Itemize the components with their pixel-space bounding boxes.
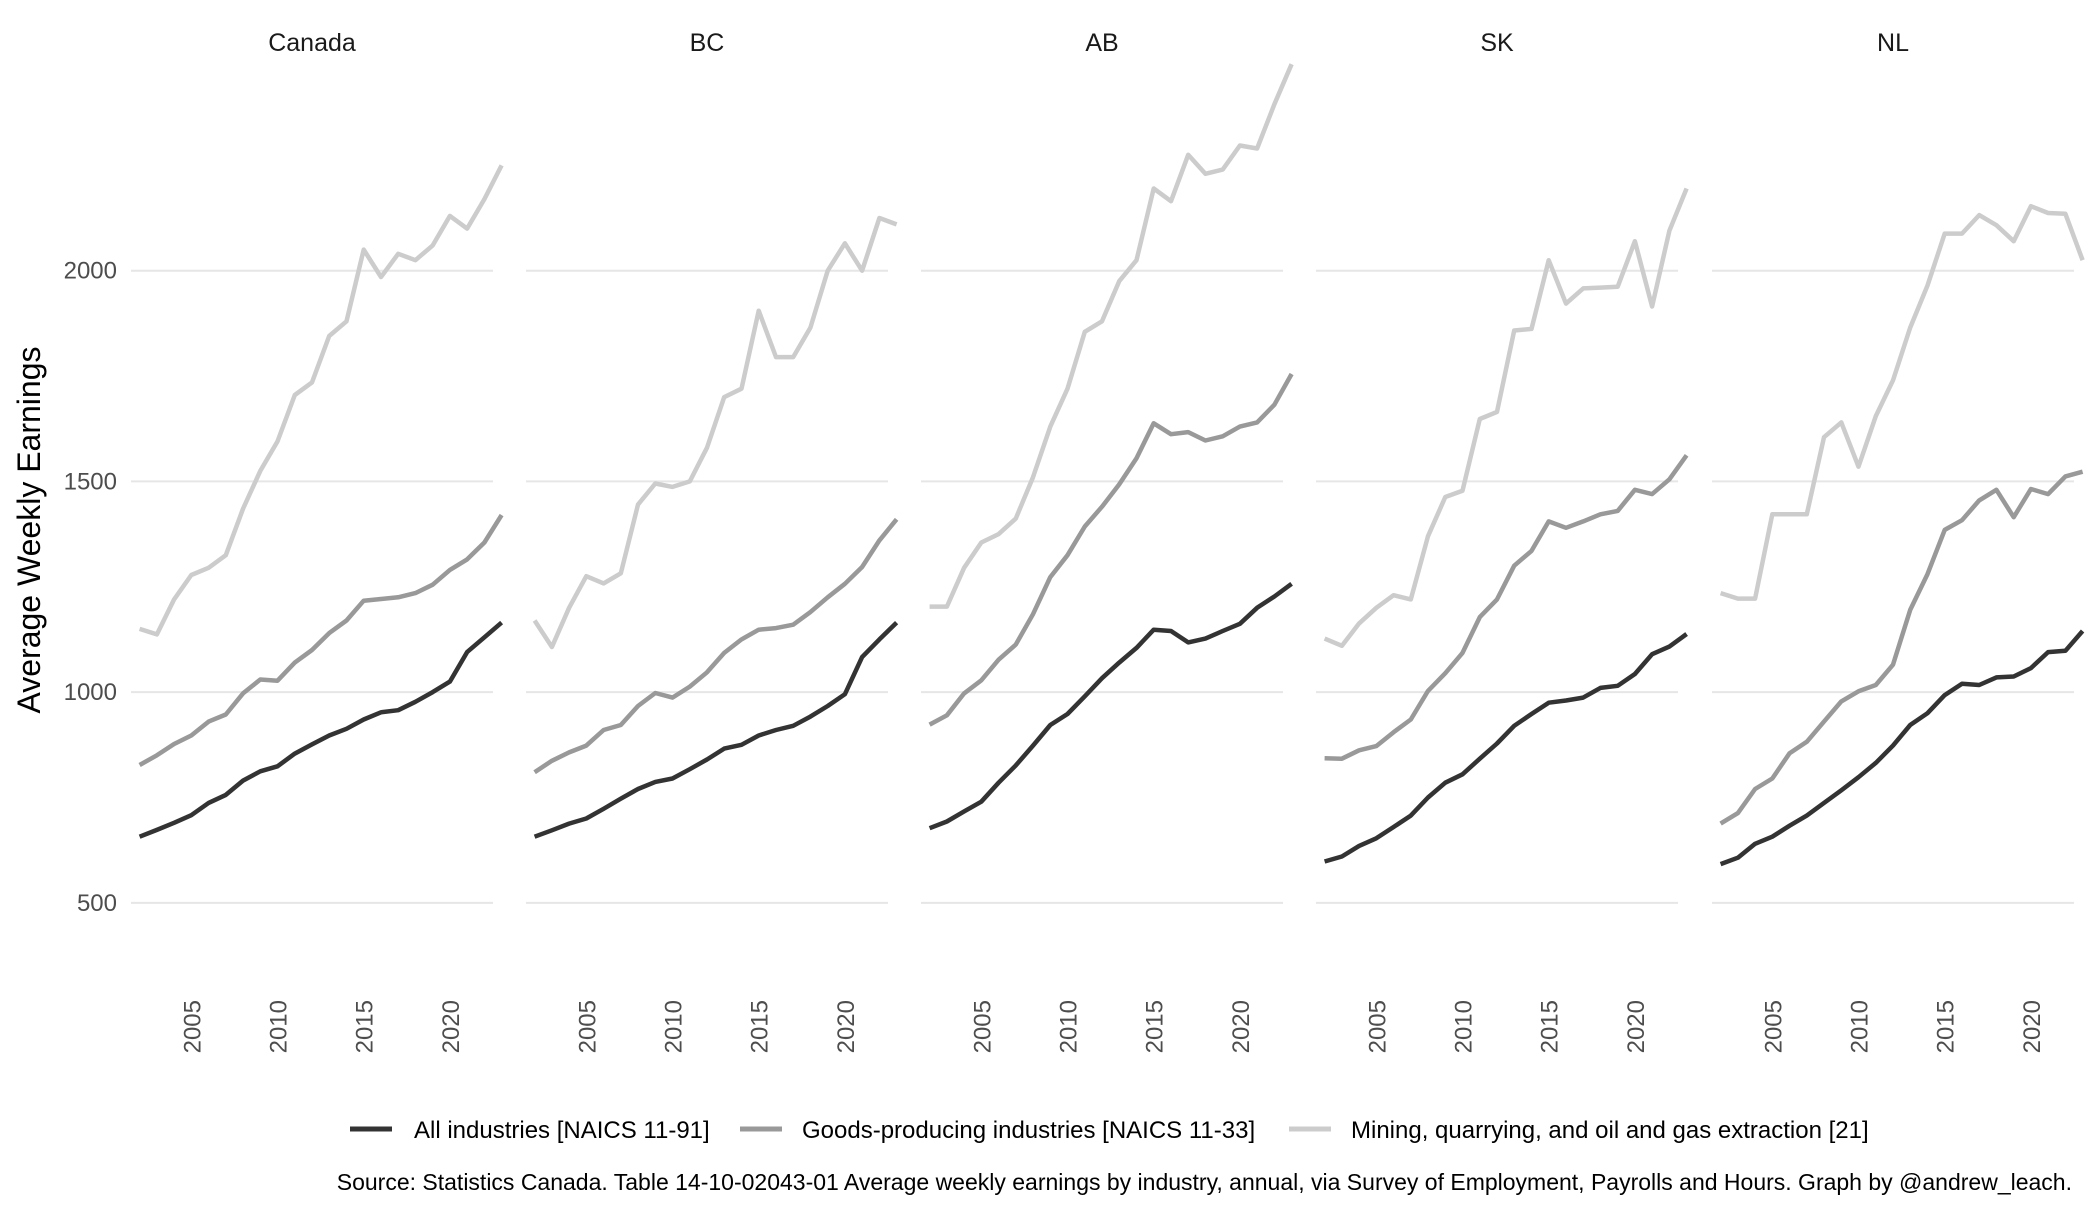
x-tick-label: 2010 [1451,1000,1478,1053]
legend: All industries [NAICS 11-91] Goods-produc… [350,1117,1869,1144]
panels-layer: Canada 500 1000 1500 2000 2005 2010 2015 2020 BC 2… [64,29,2085,1053]
panel-title: SK [1480,29,1514,57]
x-tick-label: 2005 [1364,1000,1391,1053]
panel-title: BC [690,29,725,57]
series-line [532,215,898,650]
x-tick-label: 2020 [833,1000,860,1053]
x-tick-label: 2020 [2019,1000,2046,1053]
series-line [138,513,504,767]
y-tick-label: 1000 [64,679,117,706]
legend-label: Mining, quarrying, and oil and gas extra… [1351,1117,1869,1144]
x-tick-label: 2015 [1142,1000,1169,1053]
x-tick-label: 2005 [1760,1000,1787,1053]
panel-ab: AB 2005 2010 2015 2020 [921,29,1294,1053]
panel-title: NL [1877,29,1909,57]
series-line [1719,469,2084,826]
panel-bc: BC 2005 2010 2015 2020 [526,29,899,1053]
series-line [1719,203,2085,601]
x-tick-label: 2005 [574,1000,601,1053]
legend-item: Mining, quarrying, and oil and gas extra… [1289,1117,1869,1144]
series-line [1323,632,1688,864]
series-line [138,620,504,839]
series-line [1324,453,1689,761]
x-tick-label: 2020 [1228,1000,1255,1053]
source-caption: Source: Statistics Canada. Table 14-10-0… [337,1169,2072,1195]
panel-title: AB [1085,29,1118,57]
x-tick-label: 2010 [266,1000,293,1053]
y-tick-label: 2000 [64,258,117,285]
x-tick-label: 2015 [747,1000,774,1053]
y-tick-label: 1500 [64,468,117,495]
series-line [1719,629,2085,867]
series-line [928,581,1293,831]
y-tick-label: 500 [77,890,117,917]
x-tick-label: 2015 [352,1000,379,1053]
series-line [928,372,1294,727]
x-tick-label: 2015 [1537,1000,1564,1053]
x-tick-label: 2010 [1847,1000,1874,1053]
panel-nl: NL 2005 2010 2015 2020 [1712,29,2085,1053]
panel-title: Canada [268,29,356,57]
legend-item: All industries [NAICS 11-91] [350,1117,710,1144]
x-tick-label: 2005 [179,1000,206,1053]
series-line [138,164,504,637]
legend-label: Goods-producing industries [NAICS 11-33] [802,1117,1255,1144]
series-line [1323,187,1689,649]
panel-canada: Canada 500 1000 1500 2000 2005 2010 2015 2020 [64,29,504,1053]
x-tick-label: 2005 [969,1000,996,1053]
x-tick-label: 2020 [438,1000,465,1053]
x-tick-label: 2020 [1623,1000,1650,1053]
series-line [929,63,1294,609]
series-line [533,517,899,775]
x-tick-label: 2010 [1056,1000,1083,1053]
panel-sk: SK 2005 2010 2015 2020 [1316,29,1689,1053]
legend-label: All industries [NAICS 11-91] [414,1117,710,1144]
x-tick-label: 2015 [1933,1000,1960,1053]
y-axis-title: Average Weekly Earnings [11,346,47,713]
series-line [533,620,899,839]
legend-item: Goods-producing industries [NAICS 11-33] [740,1117,1255,1144]
x-tick-label: 2010 [661,1000,688,1053]
